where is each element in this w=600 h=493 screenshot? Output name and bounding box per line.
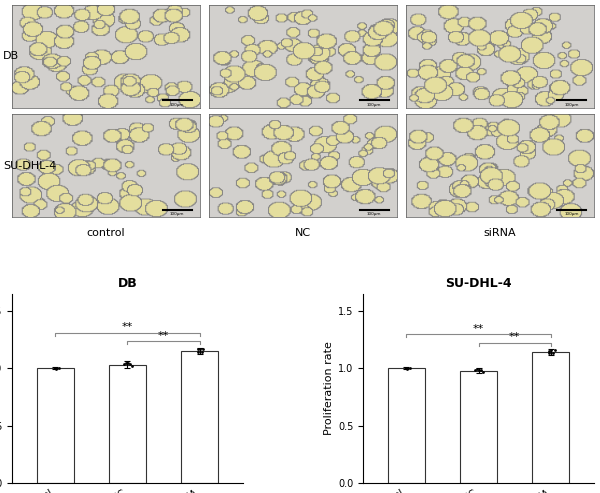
Text: SU-DHL-4: SU-DHL-4 bbox=[3, 161, 56, 171]
Point bbox=[550, 347, 559, 354]
Point bbox=[127, 362, 136, 370]
Point bbox=[199, 345, 208, 353]
Point bbox=[194, 345, 203, 353]
Text: NC: NC bbox=[295, 228, 311, 238]
Point bbox=[472, 365, 481, 373]
Point bbox=[52, 364, 61, 372]
Point bbox=[55, 364, 64, 372]
Bar bbox=[37, 368, 74, 483]
Point bbox=[196, 345, 205, 352]
Point bbox=[50, 364, 60, 372]
Bar bbox=[532, 352, 569, 483]
Point bbox=[197, 348, 207, 355]
Text: **: ** bbox=[158, 331, 169, 341]
Point bbox=[470, 366, 479, 374]
Point bbox=[193, 349, 203, 356]
Y-axis label: Proliferation rate: Proliferation rate bbox=[324, 342, 334, 435]
Text: 100μm: 100μm bbox=[367, 212, 382, 216]
Point bbox=[478, 368, 487, 376]
Point bbox=[51, 365, 61, 373]
Text: **: ** bbox=[509, 332, 520, 343]
Point bbox=[548, 349, 558, 356]
Point bbox=[119, 360, 128, 368]
Point bbox=[406, 364, 415, 372]
Point bbox=[403, 364, 412, 372]
Title: SU-DHL-4: SU-DHL-4 bbox=[445, 277, 512, 290]
Bar bbox=[460, 371, 497, 483]
Point bbox=[476, 366, 486, 374]
Point bbox=[401, 364, 411, 372]
Point bbox=[544, 350, 554, 357]
Point bbox=[475, 366, 484, 374]
Text: 100μm: 100μm bbox=[170, 103, 184, 107]
Text: 100μm: 100μm bbox=[367, 103, 382, 107]
Point bbox=[125, 360, 135, 368]
Text: **: ** bbox=[473, 324, 484, 334]
Bar bbox=[181, 351, 218, 483]
Point bbox=[547, 346, 556, 354]
Point bbox=[401, 364, 411, 372]
Text: **: ** bbox=[122, 322, 133, 332]
Point bbox=[124, 359, 133, 367]
Bar bbox=[388, 368, 425, 483]
Text: 100μm: 100μm bbox=[170, 212, 184, 216]
Text: 100μm: 100μm bbox=[564, 212, 579, 216]
Text: control: control bbox=[86, 228, 125, 238]
Point bbox=[121, 359, 130, 367]
Text: 100μm: 100μm bbox=[564, 103, 579, 107]
Text: DB: DB bbox=[3, 51, 19, 62]
Point bbox=[545, 347, 554, 354]
Point bbox=[50, 364, 60, 372]
Title: DB: DB bbox=[118, 277, 137, 290]
Text: siRNA: siRNA bbox=[484, 228, 517, 238]
Point bbox=[402, 365, 412, 373]
Bar bbox=[109, 365, 146, 483]
